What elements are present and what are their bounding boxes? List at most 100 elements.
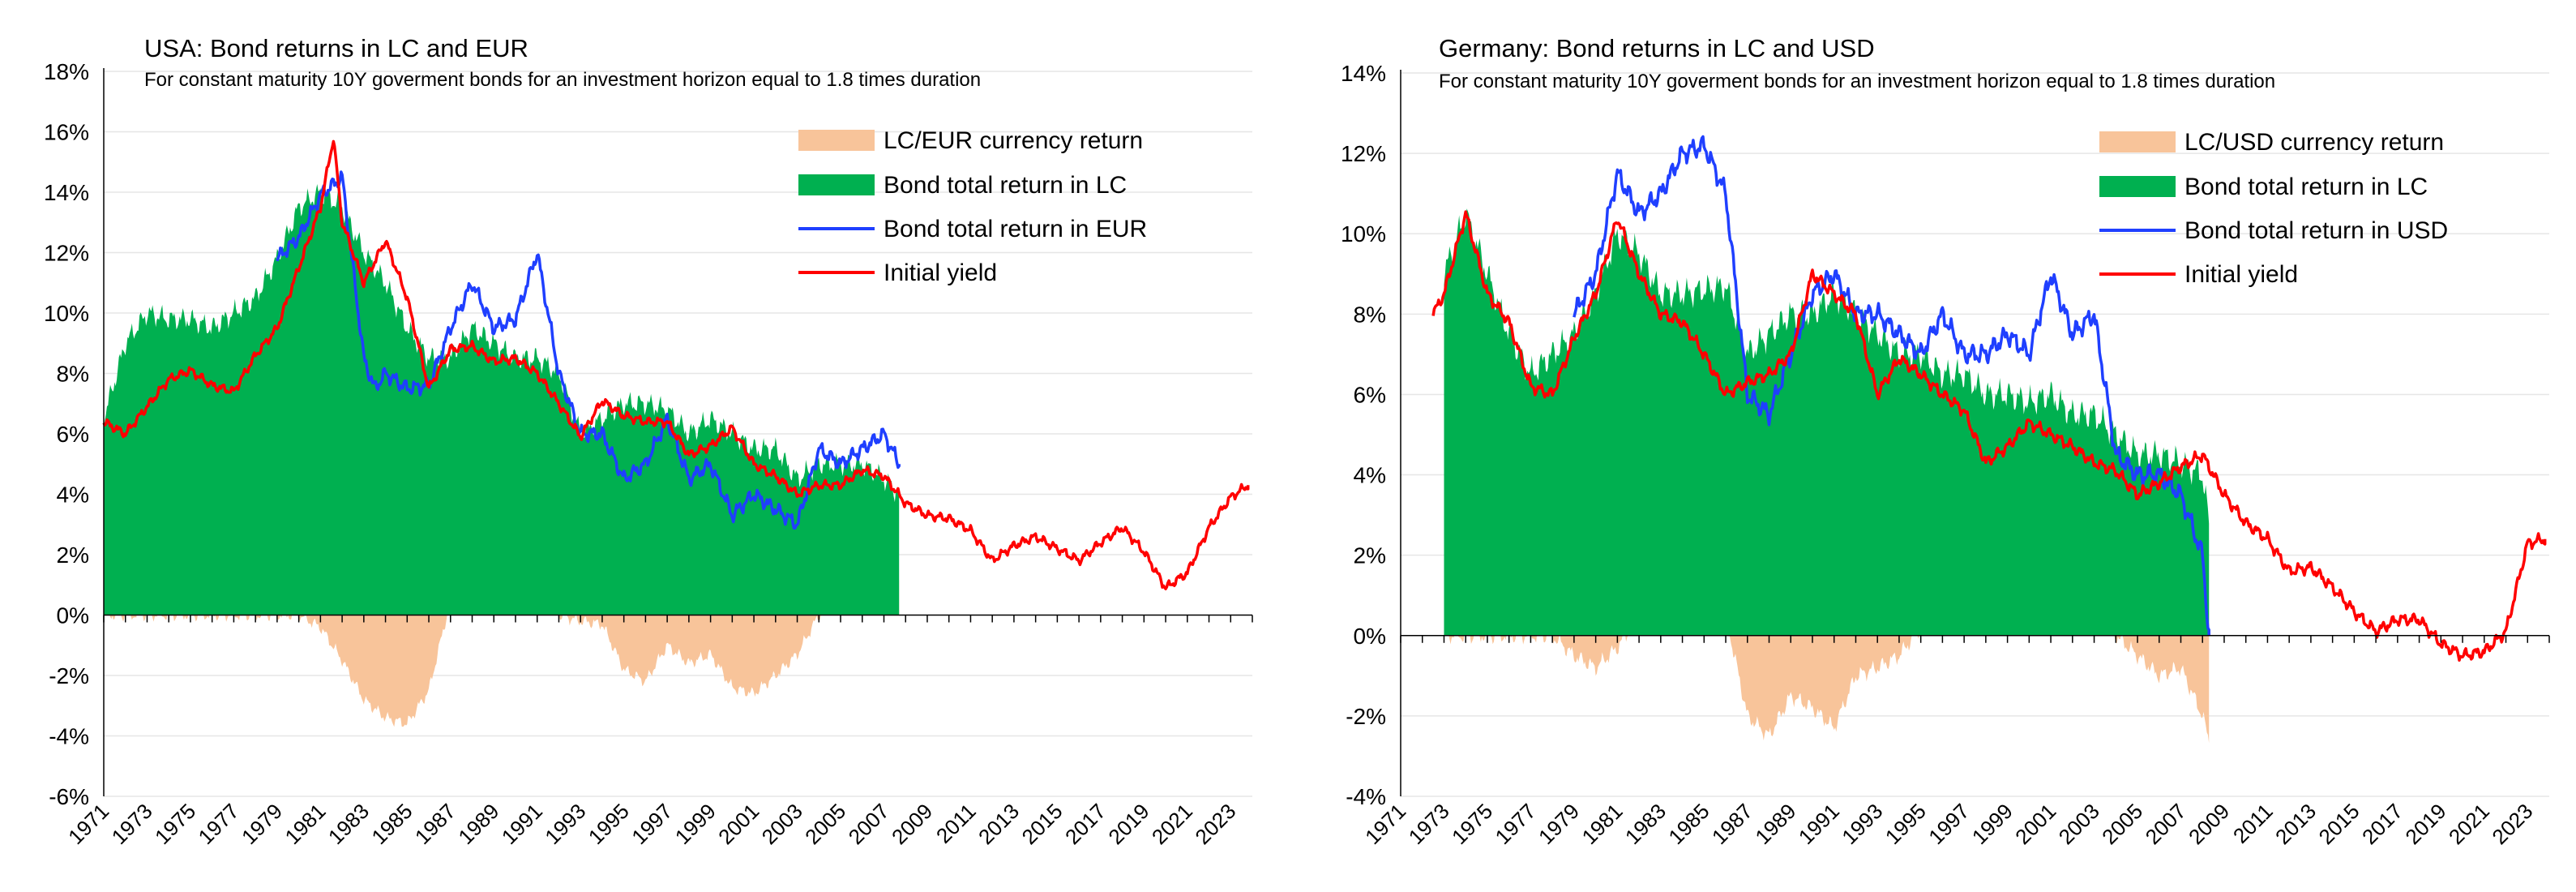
usa-x-tick-label: 1993 <box>540 799 590 849</box>
usa-x-tick-label: 2015 <box>1017 799 1068 849</box>
usa-x-tick-label: 2017 <box>1060 799 1110 849</box>
usa-x-tick-label: 2023 <box>1190 799 1240 849</box>
germany-y-tick-label: -2% <box>1346 704 1386 729</box>
germany-legend-currency: LC/USD currency return <box>2184 129 2444 156</box>
usa-initial-yield-line <box>102 139 1250 590</box>
usa-chart-panel: -6% -4% -2% 0% 2% 4% 6% 8% 10% 12% 14% 16% 18% 19711… <box>44 34 1253 849</box>
germany-x-tick-label: 2007 <box>2141 799 2191 849</box>
germany-y-tick-label: 12% <box>1341 141 1386 166</box>
usa-x-tick-label: 1979 <box>237 799 287 849</box>
germany-x-tick-label: 1989 <box>1750 799 1800 849</box>
usa-y-tick-label: -4% <box>49 724 89 749</box>
germany-x-tick-label: 2001 <box>2010 799 2060 849</box>
germany-y-tick-label: 14% <box>1341 61 1386 86</box>
germany-x-tick-label: 1987 <box>1707 799 1757 849</box>
usa-x-tick-label: 1989 <box>453 799 503 849</box>
germany-lc-return-area <box>1444 208 2210 636</box>
usa-y-tick-label: 16% <box>44 120 89 145</box>
germany-legend-fx: Bond total return in USD <box>2184 217 2448 244</box>
usa-currency-return-area <box>104 525 900 727</box>
usa-x-axis-labels: 1971197319751977197919811983198519871989… <box>63 799 1240 849</box>
usa-x-tick-label: 1981 <box>280 799 330 849</box>
germany-x-tick-label: 2013 <box>2270 799 2321 849</box>
germany-legend-swatch-lc <box>2099 176 2176 197</box>
germany-y-tick-label: 8% <box>1354 302 1386 327</box>
germany-x-tick-label: 2009 <box>2184 799 2234 849</box>
usa-y-tick-label: -2% <box>49 663 89 688</box>
usa-y-tick-label: 8% <box>57 362 89 387</box>
germany-x-axis-labels: 1971197319751977197919811983198519871989… <box>1360 799 2537 849</box>
usa-x-tick-label: 1983 <box>323 799 374 849</box>
usa-x-tick-label: 2009 <box>887 799 937 849</box>
usa-x-tick-label: 1995 <box>584 799 634 849</box>
germany-chart-subtitle: For constant maturity 10Y goverment bond… <box>1439 71 2275 92</box>
germany-y-tick-label: 2% <box>1354 543 1386 568</box>
usa-lc-return-area <box>104 184 900 615</box>
germany-chart-title: Germany: Bond returns in LC and USD <box>1439 34 1875 62</box>
germany-x-tick-label: 2019 <box>2400 799 2450 849</box>
usa-x-tick-label: 2005 <box>800 799 850 849</box>
usa-chart-title: USA: Bond returns in LC and EUR <box>144 34 528 62</box>
usa-x-tick-label: 2007 <box>844 799 894 849</box>
germany-x-tick-label: 1983 <box>1620 799 1671 849</box>
germany-y-tick-label: 10% <box>1341 221 1386 247</box>
germany-plot-area <box>1431 135 2547 744</box>
usa-x-tick-label: 1999 <box>670 799 721 849</box>
usa-legend-fx: Bond total return in EUR <box>884 216 1147 242</box>
germany-x-tick-label: 1993 <box>1837 799 1887 849</box>
usa-x-tick-label: 2021 <box>1147 799 1197 849</box>
germany-y-tick-label: -4% <box>1346 784 1386 809</box>
usa-y-tick-label: 2% <box>57 542 89 568</box>
germany-x-tick-label: 1985 <box>1663 799 1714 849</box>
germany-chart-panel: -4% -2% 0% 2% 4% 6% 8% 10% 12% 14% 19711973197519… <box>1341 34 2550 849</box>
germany-initial-yield-line <box>1431 210 2547 662</box>
usa-y-tick-label: 6% <box>57 422 89 447</box>
germany-x-tick-label: 2023 <box>2487 799 2537 849</box>
germany-y-axis-labels: -4% -2% 0% 2% 4% 6% 8% 10% 12% 14% <box>1341 61 1386 809</box>
usa-fx-return-line <box>276 170 901 530</box>
usa-x-tick-label: 1977 <box>194 799 244 849</box>
usa-y-tick-label: 18% <box>44 59 89 84</box>
germany-legend-yield: Initial yield <box>2184 261 2298 288</box>
usa-y-tick-label: 14% <box>44 180 89 205</box>
usa-legend-swatch-currency <box>798 130 875 151</box>
germany-x-tick-label: 1977 <box>1491 799 1541 849</box>
germany-axes <box>1400 70 2550 796</box>
usa-y-tick-label: 0% <box>57 603 89 628</box>
germany-x-tick-label: 2005 <box>2097 799 2147 849</box>
germany-x-tick-label: 2015 <box>2314 799 2364 849</box>
usa-y-axis-labels: -6% -4% -2% 0% 2% 4% 6% 8% 10% 12% 14% 16% 18% <box>44 59 89 809</box>
usa-plot-area <box>102 139 1250 727</box>
germany-x-tick-label: 1999 <box>1967 799 2018 849</box>
germany-x-tick-label: 1981 <box>1577 799 1627 849</box>
usa-x-tick-label: 2011 <box>931 799 981 848</box>
usa-y-tick-label: 10% <box>44 301 89 326</box>
germany-fx-return-line <box>1573 135 2210 636</box>
usa-axes <box>103 68 1253 796</box>
germany-x-tick-label: 2017 <box>2357 799 2407 849</box>
germany-x-tick-label: 1973 <box>1404 799 1454 849</box>
germany-x-tick-label: 2003 <box>2054 799 2104 849</box>
germany-legend-lc: Bond total return in LC <box>2184 174 2428 200</box>
germany-legend: LC/USD currency return Bond total return… <box>2099 129 2448 288</box>
usa-x-tick-label: 1973 <box>107 799 157 849</box>
germany-y-tick-label: 6% <box>1354 382 1386 407</box>
germany-x-tick-label: 2011 <box>2228 799 2278 848</box>
usa-x-tick-label: 1991 <box>497 799 547 849</box>
usa-legend-yield: Initial yield <box>884 259 997 286</box>
usa-legend: LC/EUR currency return Bond total return… <box>798 127 1147 286</box>
usa-legend-lc: Bond total return in LC <box>884 172 1127 199</box>
usa-y-tick-label: 4% <box>57 482 89 508</box>
usa-legend-swatch-lc <box>798 174 875 195</box>
germany-y-tick-label: 4% <box>1354 463 1386 488</box>
usa-legend-currency: LC/EUR currency return <box>884 127 1143 154</box>
usa-x-tick-label: 1975 <box>150 799 200 849</box>
germany-x-tick-label: 1991 <box>1794 799 1844 849</box>
usa-x-tick-label: 2013 <box>973 799 1024 849</box>
usa-x-tick-label: 2003 <box>757 799 807 849</box>
germany-x-tick-label: 1997 <box>1923 799 1974 849</box>
germany-y-tick-label: 0% <box>1354 624 1386 649</box>
usa-chart-subtitle: For constant maturity 10Y goverment bond… <box>144 69 981 91</box>
usa-y-tick-label: 12% <box>44 241 89 266</box>
